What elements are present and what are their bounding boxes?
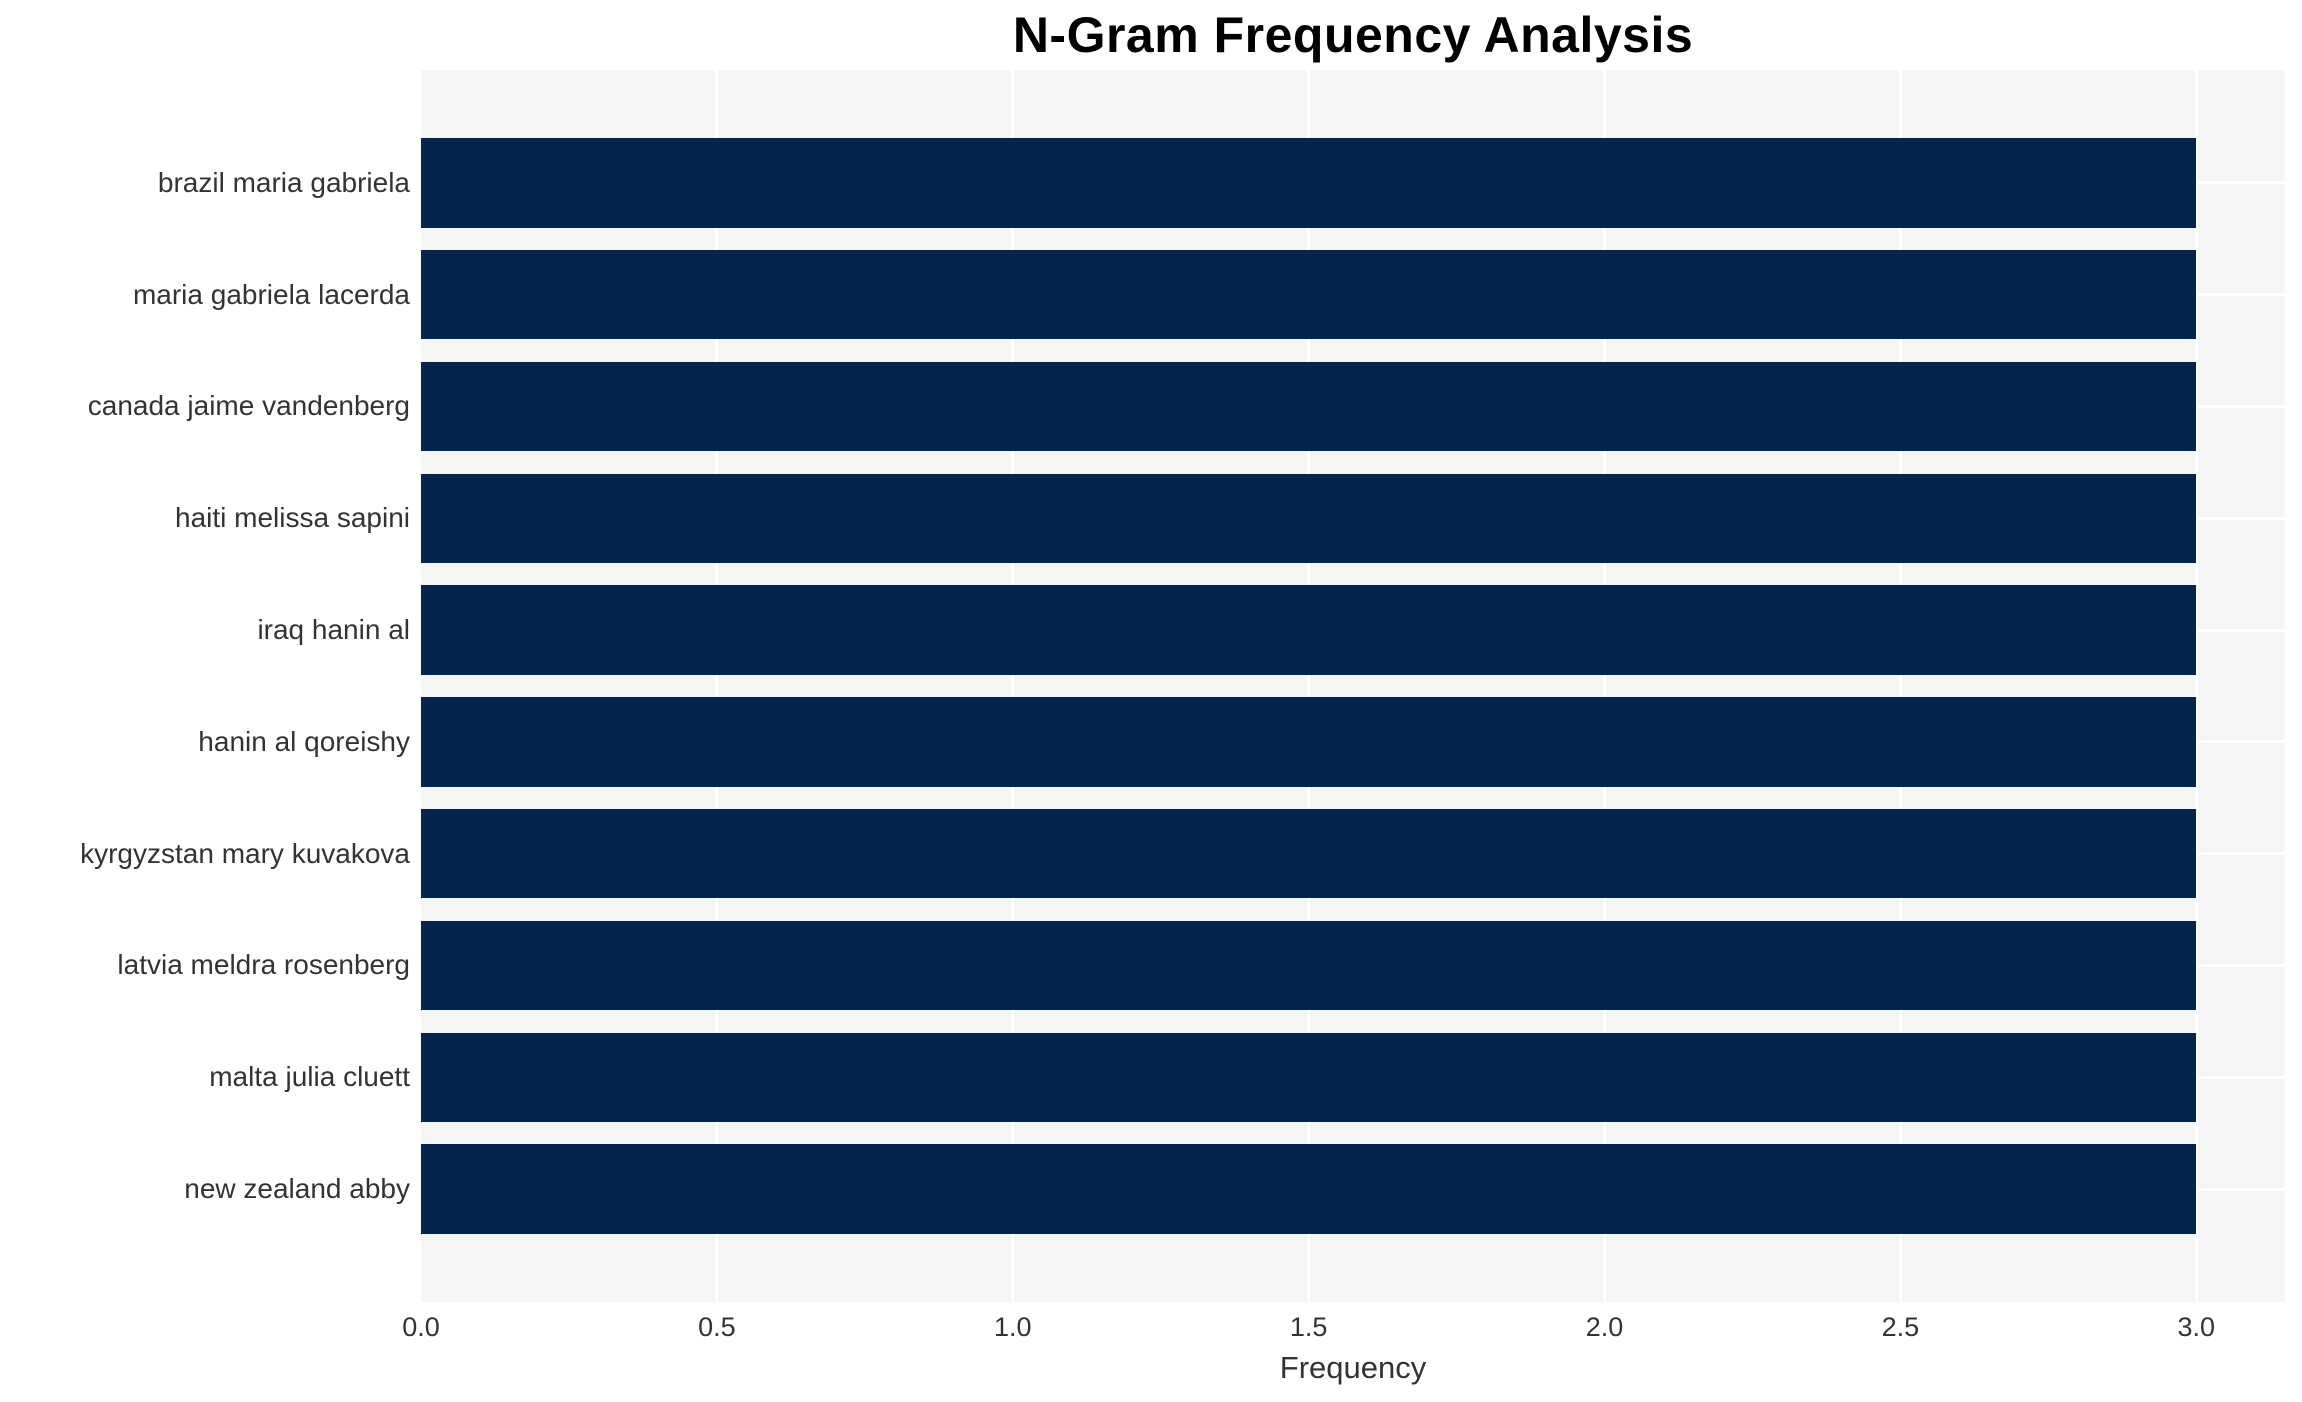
category-label: haiti melissa sapini: [175, 502, 410, 534]
bar: [421, 920, 2197, 1011]
bar-row: [421, 239, 2285, 351]
vertical-gridline: [2194, 70, 2198, 1302]
vertical-gridline: [1602, 70, 1606, 1302]
category-label: hanin al qoreishy: [198, 725, 410, 757]
category-label: new zealand abby: [184, 1173, 410, 1205]
bar-rows-container: [421, 70, 2285, 1302]
x-tick-label: 2.0: [1585, 1312, 1624, 1342]
bar: [421, 473, 2197, 563]
x-tick-label: 3.0: [2177, 1312, 2216, 1342]
bar: [421, 249, 2197, 340]
x-axis-label: Frequency: [1279, 1350, 1427, 1385]
bar-row: [421, 1133, 2285, 1245]
x-tick-label: 0.5: [698, 1312, 736, 1342]
x-tick-label: 0.0: [402, 1312, 440, 1342]
vertical-gridline: [1898, 70, 1902, 1302]
bar-row: [421, 574, 2285, 686]
category-label: malta julia cluett: [209, 1061, 410, 1093]
category-label: iraq hanin al: [257, 614, 410, 646]
chart-title: N-Gram Frequency Analysis: [1012, 7, 1694, 63]
bar: [421, 1032, 2197, 1122]
vertical-gridline: [1307, 70, 1311, 1302]
bar: [421, 808, 2197, 899]
x-tick-label: 1.5: [1289, 1312, 1328, 1342]
bar-row: [421, 351, 2285, 463]
bar: [421, 361, 2197, 452]
bar-row: [421, 1021, 2285, 1133]
bar-row: [421, 127, 2285, 239]
category-label: kyrgyzstan mary kuvakova: [80, 837, 410, 869]
x-axis: 0.0 0.5 1.0 1.5 2.0 2.5 3.0: [402, 1302, 2285, 1348]
category-label: brazil maria gabriela: [157, 166, 410, 198]
category-label: canada jaime vandenberg: [87, 390, 410, 422]
bar: [421, 138, 2197, 228]
bar-row: [421, 462, 2285, 574]
vertical-gridline: [715, 70, 719, 1302]
bar: [421, 1144, 2197, 1234]
bar: [421, 585, 2197, 675]
x-tick-label: 2.5: [1881, 1312, 1920, 1342]
bar: [421, 697, 2197, 787]
bar-row: [421, 910, 2285, 1022]
y-axis: brazil maria gabriela maria gabriela lace…: [0, 70, 410, 1302]
vertical-gridline: [1011, 70, 1015, 1302]
category-label: latvia meldra rosenberg: [117, 949, 410, 981]
bar-row: [421, 798, 2285, 910]
x-tick-label: 1.0: [993, 1312, 1032, 1342]
category-label: maria gabriela lacerda: [132, 278, 410, 310]
plot-area: [421, 70, 2285, 1302]
bar-row: [421, 686, 2285, 798]
